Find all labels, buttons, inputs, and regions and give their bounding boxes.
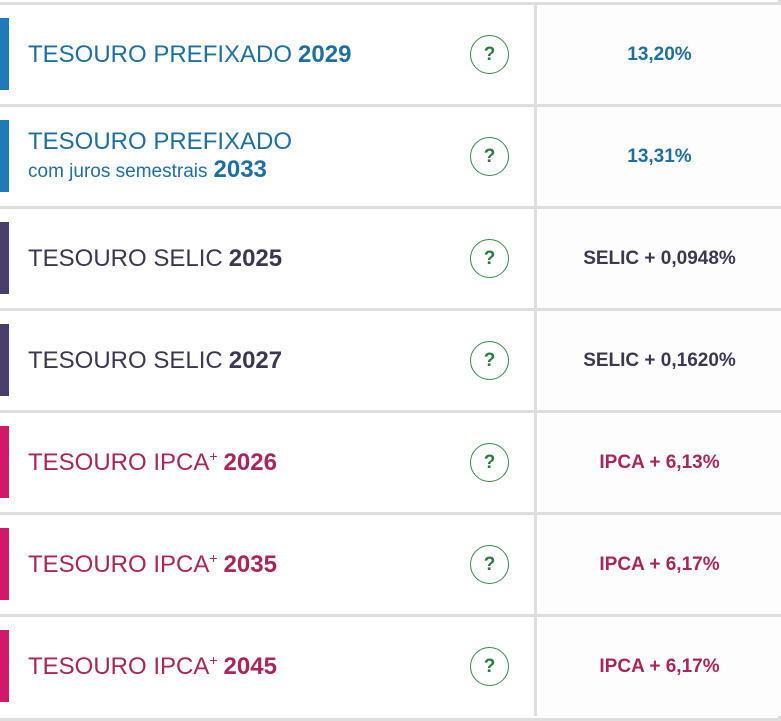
rate: SELIC + 0,0948% (583, 247, 736, 269)
year: 2029 (298, 40, 352, 68)
help-button[interactable]: ? (470, 443, 509, 482)
name-text: TESOURO IPCA (28, 448, 210, 476)
table-row: TESOURO SELIC 2025? SELIC + 0,0948% (0, 206, 781, 308)
year: 2045 (223, 652, 277, 680)
rate-cell: IPCA + 6,17% (534, 515, 781, 614)
bond-name: TESOURO IPCA+ 2045 (28, 617, 277, 716)
name-text: TESOURO SELIC (28, 244, 223, 272)
bond-name: TESOURO SELIC 2025 (28, 209, 282, 308)
bond-name: TESOURO PREFIXADO com juros semestrais 203… (28, 107, 292, 206)
name-line: TESOURO SELIC 2025 (28, 245, 282, 273)
name-line: TESOURO IPCA+ 2026 (28, 449, 277, 477)
name-text: TESOURO SELIC (28, 346, 223, 374)
color-bar (0, 222, 9, 294)
year: 2026 (223, 448, 277, 476)
bond-name: TESOURO IPCA+ 2026 (28, 413, 277, 512)
rate-cell: IPCA + 6,13% (534, 413, 781, 512)
color-bar (0, 630, 9, 702)
name-text: TESOURO IPCA (28, 652, 210, 680)
help-button[interactable]: ? (470, 647, 509, 686)
bond-name: TESOURO PREFIXADO 2029 (28, 5, 351, 104)
rate: 13,20% (627, 43, 692, 65)
year: 2033 (213, 155, 267, 183)
table-row: TESOURO IPCA+ 2035? IPCA + 6,17% (0, 512, 781, 614)
name-text: TESOURO PREFIXADO (28, 127, 293, 155)
bond-name: TESOURO SELIC 2027 (28, 311, 282, 410)
help-button[interactable]: ? (470, 137, 509, 176)
subtitle-text: com juros semestrais (28, 160, 208, 182)
name-text: TESOURO PREFIXADO (28, 40, 293, 68)
year: 2035 (223, 550, 277, 578)
name-sup: + (209, 651, 218, 668)
bond-name: TESOURO IPCA+ 2035 (28, 515, 277, 614)
rate-cell: 13,31% (534, 107, 781, 206)
rate: SELIC + 0,1620% (583, 349, 736, 371)
name-line: TESOURO IPCA+ 2035 (28, 551, 277, 579)
name-sup: + (209, 549, 218, 566)
year: 2027 (228, 346, 283, 374)
table-border (0, 718, 781, 721)
rate: IPCA + 6,13% (599, 451, 720, 473)
rate-cell: IPCA + 6,17% (534, 617, 781, 716)
name-line: TESOURO PREFIXADO (28, 128, 292, 156)
color-bar (0, 426, 9, 498)
table-row: TESOURO SELIC 2027? SELIC + 0,1620% (0, 308, 781, 410)
rate-cell: 13,20% (534, 5, 781, 104)
year: 2025 (228, 244, 283, 272)
table-row: TESOURO PREFIXADO 2029? 13,20% (0, 2, 781, 104)
help-button[interactable]: ? (470, 239, 509, 278)
subtitle-line: com juros semestrais 2033 (28, 156, 292, 186)
table-row: TESOURO PREFIXADO com juros semestrais 203… (0, 104, 781, 206)
name-line: TESOURO PREFIXADO 2029 (28, 41, 351, 69)
rate: IPCA + 6,17% (599, 553, 720, 575)
color-bar (0, 324, 9, 396)
help-button[interactable]: ? (470, 341, 509, 380)
help-button[interactable]: ? (470, 545, 509, 584)
name-sup: + (209, 447, 218, 464)
rate-cell: SELIC + 0,1620% (534, 311, 781, 410)
name-text: TESOURO IPCA (28, 550, 210, 578)
color-bar (0, 528, 9, 600)
help-button[interactable]: ? (470, 35, 509, 74)
table-row: TESOURO IPCA+ 2026? IPCA + 6,13% (0, 410, 781, 512)
rate: IPCA + 6,17% (599, 655, 720, 677)
rate: 13,31% (627, 145, 692, 167)
name-line: TESOURO SELIC 2027 (28, 347, 282, 375)
name-line: TESOURO IPCA+ 2045 (28, 653, 277, 681)
color-bar (0, 120, 9, 192)
color-bar (0, 18, 9, 90)
table-row: TESOURO IPCA+ 2045? IPCA + 6,17% (0, 614, 781, 716)
rate-cell: SELIC + 0,0948% (534, 209, 781, 308)
